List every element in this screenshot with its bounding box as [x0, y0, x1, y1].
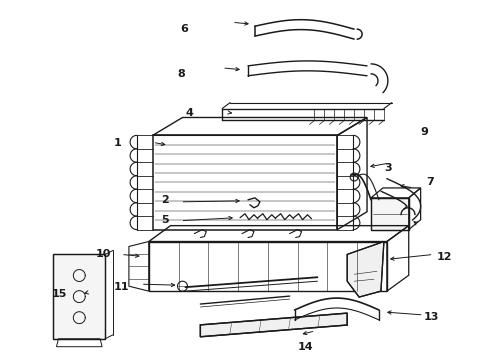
Polygon shape — [200, 313, 347, 337]
Text: 2: 2 — [161, 195, 169, 205]
Text: 14: 14 — [297, 342, 313, 352]
Text: 6: 6 — [180, 24, 189, 34]
Text: 7: 7 — [427, 177, 434, 187]
Text: 13: 13 — [424, 312, 439, 322]
Text: 3: 3 — [384, 163, 392, 173]
Text: 11: 11 — [113, 282, 129, 292]
Text: 1: 1 — [113, 138, 121, 148]
Polygon shape — [53, 255, 105, 339]
Text: 8: 8 — [178, 69, 185, 79]
Text: 12: 12 — [437, 252, 452, 262]
Polygon shape — [347, 242, 384, 297]
Text: 9: 9 — [420, 127, 429, 138]
Text: 4: 4 — [186, 108, 194, 117]
Text: 5: 5 — [161, 215, 169, 225]
Polygon shape — [371, 198, 409, 230]
Text: 15: 15 — [51, 289, 67, 299]
Text: 10: 10 — [96, 249, 111, 260]
